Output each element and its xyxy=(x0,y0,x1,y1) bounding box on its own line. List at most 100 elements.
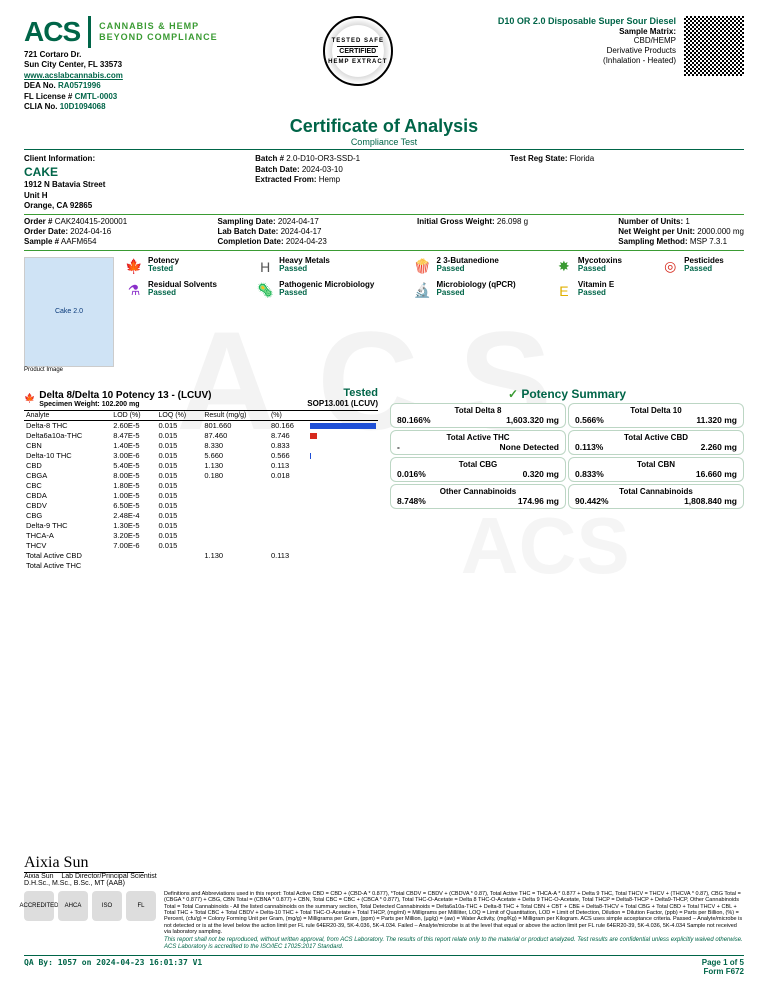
order-date-label: Order Date: xyxy=(24,227,68,236)
test-icon: E xyxy=(554,281,574,301)
test-icon: ✸ xyxy=(554,257,574,277)
summary-label: Total Delta 10 xyxy=(575,406,737,415)
table-row: CBC1.80E-50.015 xyxy=(24,481,378,491)
accreditation-badges: ACCREDITEDAHCAISOFL xyxy=(24,891,156,921)
inhalation: (Inhalation - Heated) xyxy=(498,56,676,66)
header: ACS CANNABIS & HEMP BEYOND COMPLIANCE 72… xyxy=(24,16,744,112)
qa-line: QA By: 1057 on 2024-04-23 16:01:37 V1 xyxy=(24,958,202,976)
table-row: Total Active THC xyxy=(24,561,378,571)
table-row: THCV7.00E-60.015 xyxy=(24,541,378,551)
test-status: Passed xyxy=(279,289,374,298)
summary-cell: Total Active CBD 0.113%2.260 mg xyxy=(568,430,744,455)
batch-date-label: Batch Date: xyxy=(255,165,299,174)
col-pct: (%) xyxy=(269,411,308,421)
coa-title: Certificate of Analysis xyxy=(24,116,744,137)
badge-icon: ACCREDITED xyxy=(24,891,54,921)
addr-line1: 721 Cortaro Dr. xyxy=(24,50,218,60)
sampling-date-label: Sampling Date: xyxy=(217,217,275,226)
clia-label: CLIA No. xyxy=(24,102,57,111)
summary-label: Total CBN xyxy=(575,460,737,469)
test-cell: E Vitamin E Passed xyxy=(554,281,642,301)
gross-label: Initial Gross Weight: xyxy=(417,217,495,226)
order-row: Order # CAK240415-200001 Order Date: 202… xyxy=(24,217,744,248)
logo-sub1: CANNABIS & HEMP xyxy=(99,21,218,32)
matrix: CBD/HEMP xyxy=(498,36,676,46)
order-date: 2024-04-16 xyxy=(70,227,111,236)
test-icon: ◎ xyxy=(660,257,680,277)
potency-table: Analyte LOD (%) LOQ (%) Result (mg/g) (%… xyxy=(24,411,378,571)
page-number: Page 1 of 5 xyxy=(702,958,744,967)
client-addr1: 1912 N Batavia Street xyxy=(24,180,105,189)
sig-title: Lab Director/Principal Scientist xyxy=(61,873,156,880)
gross-weight: 26.098 g xyxy=(497,217,528,226)
table-row: Total Active CBD1.1300.113 xyxy=(24,551,378,561)
test-icon: H xyxy=(255,257,275,277)
table-row: CBGA8.00E-50.0150.1800.018 xyxy=(24,471,378,481)
summary-label: Total Cannabinoids xyxy=(575,487,737,496)
potency-sop: SOP13.001 (LCUV) xyxy=(307,399,378,408)
definitions-text: Definitions and Abbreviations used in th… xyxy=(164,891,742,935)
client-batch-row: Client Information: CAKE 1912 N Batavia … xyxy=(24,154,744,211)
summary-label: Total Delta 8 xyxy=(397,406,559,415)
col-analyte: Analyte xyxy=(24,411,111,421)
lab-website[interactable]: www.acslabcannabis.com xyxy=(24,71,218,81)
summary-mg: None Detected xyxy=(499,442,559,452)
signature: Aixia Sun xyxy=(24,854,144,873)
summary-label: Total Active CBD xyxy=(575,433,737,442)
table-row: CBDV6.50E-50.015 xyxy=(24,501,378,511)
test-icon: ⚗ xyxy=(124,281,144,301)
net-weight: 2000.000 mg xyxy=(697,227,744,236)
dea-no: RA0571996 xyxy=(58,81,101,90)
client-addr2: Unit H xyxy=(24,191,48,200)
potency-summary: Potency Summary Total Delta 8 80.166%1,6… xyxy=(390,387,744,571)
method-label: Sampling Method: xyxy=(618,237,687,246)
table-row: CBG2.48E-40.015 xyxy=(24,511,378,521)
form-number: Form F672 xyxy=(702,967,744,976)
table-row: CBDA1.00E-50.015 xyxy=(24,491,378,501)
units: 1 xyxy=(685,217,689,226)
extracted: Hemp xyxy=(319,175,340,184)
summary-pct: 0.833% xyxy=(575,469,604,479)
lab-batch-label: Lab Batch Date: xyxy=(217,227,278,236)
badge-icon: ISO xyxy=(92,891,122,921)
clia-no: 10D1094068 xyxy=(60,102,106,111)
test-cell: 🍿 2 3-Butanedione Passed xyxy=(413,257,536,277)
dea-label: DEA No. xyxy=(24,81,56,90)
potency-table-section: 🍁 Delta 8/Delta 10 Potency 13 - (LCUV) S… xyxy=(24,387,378,571)
summary-cell: Total CBN 0.833% 16.660 mg xyxy=(568,457,744,482)
test-status: Passed xyxy=(148,289,217,298)
test-cell: 🍁 Potency Tested xyxy=(124,257,237,277)
badge-icon: AHCA xyxy=(58,891,88,921)
test-status: Passed xyxy=(684,265,724,274)
logo-text: ACS xyxy=(24,16,80,48)
footer: Aixia Sun Aixia Sun Lab Director/Princip… xyxy=(24,854,744,976)
net-label: Net Weight per Unit: xyxy=(618,227,695,236)
matrix-label: Sample Matrix: xyxy=(619,27,676,36)
product-image: Cake 2.0 xyxy=(24,257,114,367)
qr-code-icon xyxy=(684,16,744,76)
test-icon: 🍁 xyxy=(124,257,144,277)
table-row: CBN1.40E-50.0158.3300.833 xyxy=(24,441,378,451)
summary-pct: 0.016% xyxy=(397,469,426,479)
specimen-weight: 102.200 mg xyxy=(102,401,140,408)
addr-line2: Sun City Center, FL 33573 xyxy=(24,60,218,70)
summary-pct: 90.442% xyxy=(575,496,609,506)
reg-state: Florida xyxy=(570,154,594,163)
test-icon: 🦠 xyxy=(255,281,275,301)
seal-bot: HEMP EXTRACT xyxy=(328,59,387,65)
sampling-date: 2024-04-17 xyxy=(278,217,319,226)
summary-title: Potency Summary xyxy=(390,387,744,401)
summary-mg: 174.96 mg xyxy=(518,496,559,506)
summary-mg: 0.320 mg xyxy=(523,469,559,479)
extracted-label: Extracted From: xyxy=(255,175,316,184)
coa-subtitle: Compliance Test xyxy=(24,137,744,150)
potency-status: Tested xyxy=(307,387,378,399)
client-addr3: Orange, CA 92865 xyxy=(24,201,92,210)
sample-no: AAFM654 xyxy=(61,237,97,246)
test-status: Passed xyxy=(279,265,330,274)
lab-batch-date: 2024-04-17 xyxy=(281,227,322,236)
summary-mg: 16.660 mg xyxy=(696,469,737,479)
logo-sub2: BEYOND COMPLIANCE xyxy=(99,32,218,43)
test-status: Passed xyxy=(578,265,622,274)
summary-label: Total CBG xyxy=(397,460,559,469)
